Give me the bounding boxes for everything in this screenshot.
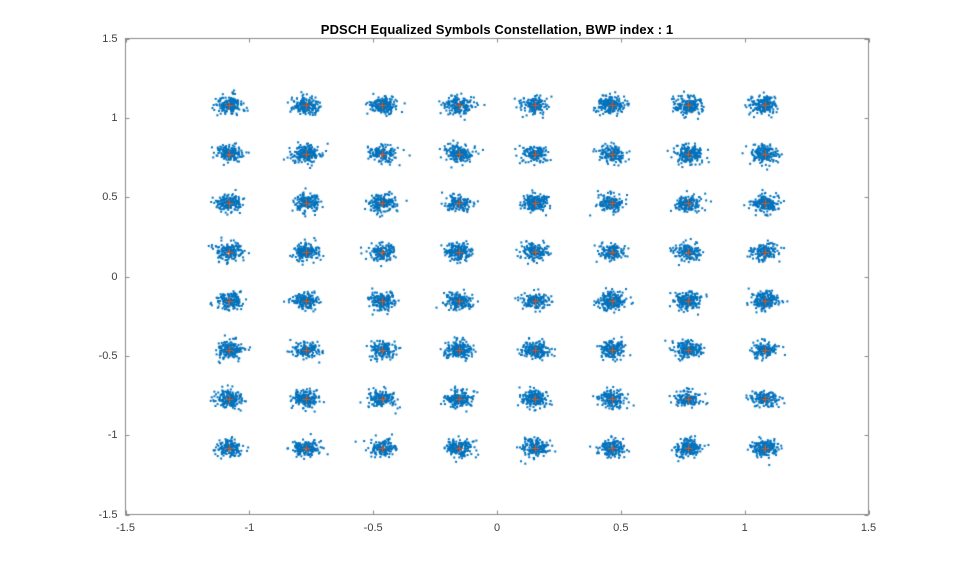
x-tick-label: 1.5 xyxy=(860,521,877,534)
y-tick-label: 0.5 xyxy=(102,191,118,204)
y-tick-label: 1 xyxy=(111,111,118,124)
chart-title: PDSCH Equalized Symbols Constellation, B… xyxy=(320,22,674,37)
y-tick-label: -1 xyxy=(107,429,118,442)
x-tick-label: -1.5 xyxy=(116,521,135,534)
y-tick-label: 0 xyxy=(111,270,118,283)
x-tick-label: 0 xyxy=(493,521,501,534)
y-tick-label: 1.5 xyxy=(102,32,118,45)
x-tick-label: -0.5 xyxy=(363,521,383,534)
x-tick-label: -1 xyxy=(244,521,255,534)
x-tick-label: 1 xyxy=(741,521,748,534)
x-tick-label: 0.5 xyxy=(613,521,629,534)
y-tick-label: -1.5 xyxy=(98,508,118,521)
y-tick-label: -0.5 xyxy=(98,349,118,362)
